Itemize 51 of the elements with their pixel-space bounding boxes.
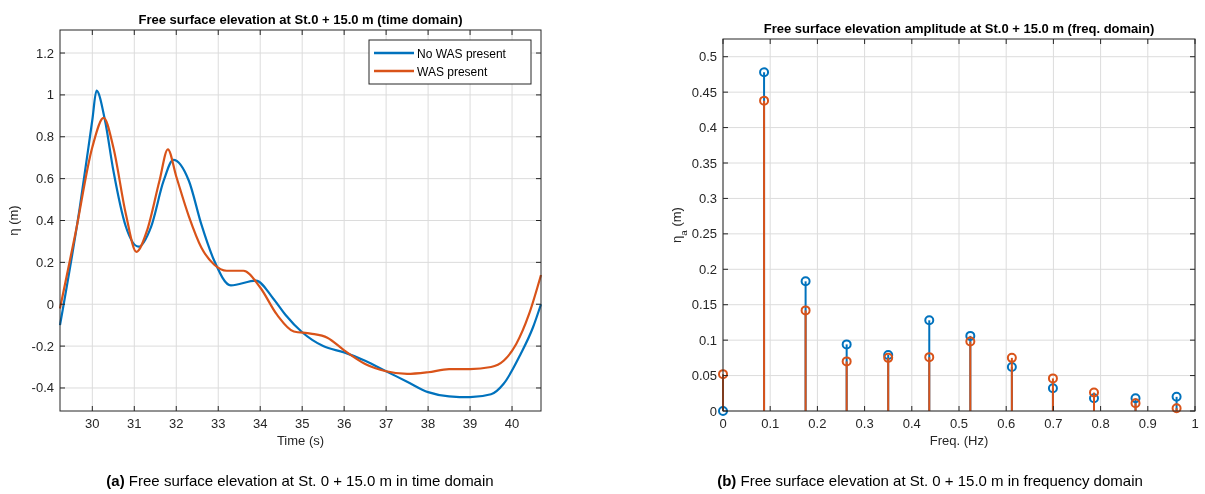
y-tick-label: 0.05 xyxy=(691,368,717,384)
y-tick-label: 0 xyxy=(709,403,717,419)
x-tick-label: 39 xyxy=(462,416,478,431)
x-tick-label: 0.8 xyxy=(1091,416,1110,431)
y-tick-label: 0.3 xyxy=(698,190,717,206)
y-tick-label: 0.35 xyxy=(691,155,717,171)
x-tick-label: 32 xyxy=(169,416,184,431)
y-tick-label: 1.2 xyxy=(35,45,54,61)
chart-title: Free surface elevation at St.0 + 15.0 m (time domain) xyxy=(138,12,463,27)
x-tick-label: 33 xyxy=(211,416,226,431)
x-tick-label: 30 xyxy=(85,416,100,431)
x-tick-label: 0.4 xyxy=(902,416,921,431)
x-tick-label: 0.2 xyxy=(808,416,827,431)
y-tick-label: 0.15 xyxy=(691,297,717,313)
x-axis-title: Time (s) xyxy=(276,433,325,448)
y-tick-label: 0.4 xyxy=(698,120,717,136)
x-tick-label: 0.9 xyxy=(1138,416,1157,431)
text: (b) Free surface elevation at St. 0 + 15.0 m in frequency domain xyxy=(717,472,1143,489)
x-tick-label: 0.3 xyxy=(855,416,874,431)
x-tick-label: 34 xyxy=(252,416,268,431)
x-tick-label: 35 xyxy=(294,416,310,431)
y-tick-label: 0.2 xyxy=(698,261,717,277)
y-tick-label: 1 xyxy=(46,87,54,103)
x-tick-label: 37 xyxy=(378,416,394,431)
x-tick-label: 31 xyxy=(127,416,142,431)
y-tick-label: 0.25 xyxy=(691,226,717,242)
x-tick-label: 0 xyxy=(719,416,727,431)
chart-title: Free surface elevation amplitude at St.0 + 15.0 m (freq. domain) xyxy=(763,21,1155,36)
y-tick-label: 0.2 xyxy=(35,254,54,270)
y-tick-label: -0.4 xyxy=(31,380,54,396)
x-tick-label: 0.7 xyxy=(1044,416,1063,431)
x-tick-label: 36 xyxy=(336,416,352,431)
y-tick-label: 0 xyxy=(46,296,54,312)
x-tick-label: 38 xyxy=(420,416,436,431)
y-tick-label: 0.1 xyxy=(698,332,717,348)
y-tick-label: 0.5 xyxy=(698,49,717,65)
y-tick-label: -0.2 xyxy=(31,338,54,354)
y-tick-label: 0.8 xyxy=(35,129,54,145)
x-tick-label: 0.5 xyxy=(949,416,969,431)
x-tick-label: 40 xyxy=(504,416,520,431)
y-tick-label: 0.4 xyxy=(35,213,54,228)
y-tick-label: 0.45 xyxy=(691,84,717,100)
x-tick-label: 0.1 xyxy=(761,416,780,431)
legend-label: No WAS present xyxy=(417,46,507,61)
y-axis-title: η (m) xyxy=(6,205,21,236)
x-tick-label: 1 xyxy=(1191,416,1199,431)
x-axis-title: Freq. (Hz) xyxy=(929,433,989,448)
x-tick-label: 0.6 xyxy=(997,416,1016,431)
legend-label: WAS present xyxy=(417,64,488,79)
text: (a) Free surface elevation at St. 0 + 15.0 m in time domain xyxy=(106,472,494,489)
y-tick-label: 0.6 xyxy=(35,171,54,187)
